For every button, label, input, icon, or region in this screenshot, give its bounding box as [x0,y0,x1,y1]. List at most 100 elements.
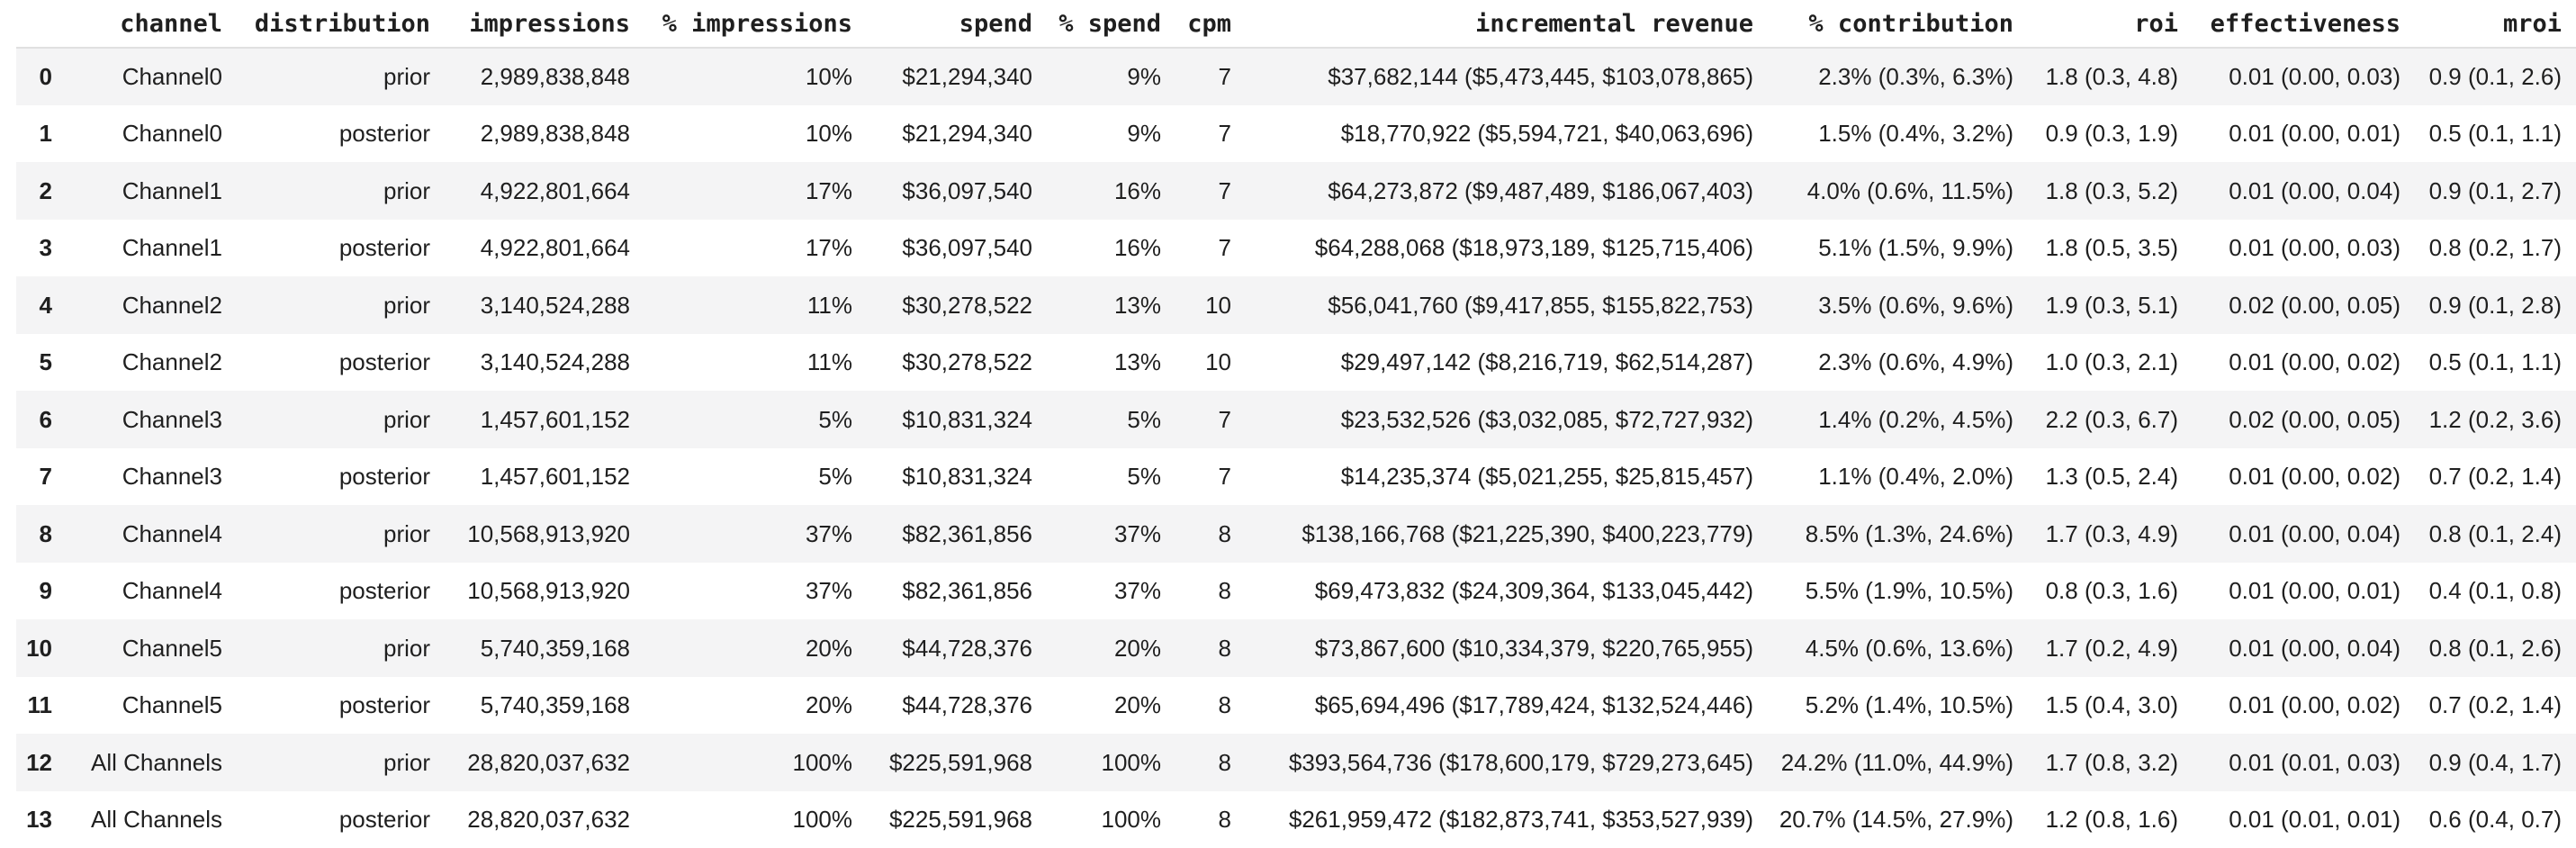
column-header-incremental-revenue: incremental revenue [1231,0,1753,49]
table-cell: 20.7% (14.5%, 27.9%) [1779,806,2013,834]
column-header-distribution: distribution [222,0,430,49]
column-header-impressions: impressions [430,0,630,49]
table-cell: $10,831,324 [902,463,1032,491]
table-cell: $36,097,540 [902,176,1032,204]
table-row: 0 Channel0 prior 2,989,838,848 10% $21,294,34… [16,48,2576,105]
table-row: 13 All Channels posterior 28,820,037,632 100… [16,791,2576,848]
table-cell: 0.8 (0.1, 2.6) [2428,634,2562,662]
row-index: 1 [39,120,52,148]
table-cell: 4.0% (0.6%, 11.5%) [1806,176,2013,204]
table-cell: $64,273,872 ($9,487,489, $186,067,403) [1328,176,1753,204]
table-cell: 17% [805,176,852,204]
table-cell: 1.0 (0.3, 2.1) [2045,348,2178,376]
table-cell: 1.9 (0.3, 5.1) [2045,291,2178,319]
table-cell: 0.01 (0.00, 0.04) [2229,176,2400,204]
table-cell: Channel5 [122,691,222,719]
table-cell: 1.8 (0.5, 3.5) [2045,234,2178,262]
table-cell: 5% [1127,405,1161,433]
table-cell: Channel3 [122,405,222,433]
table-row: 10 Channel5 prior 5,740,359,168 20% $44,728,3… [16,619,2576,677]
table-cell: 0.6 (0.4, 0.7) [2428,806,2562,834]
table-row: 2 Channel1 prior 4,922,801,664 17% $36,097,54… [16,162,2576,220]
table-cell: 9% [1127,120,1161,148]
table-cell: 1.5 (0.4, 3.0) [2045,691,2178,719]
table-cell: $69,473,832 ($24,309,364, $133,045,442) [1314,577,1753,605]
table-cell: 37% [805,519,852,547]
column-header-index [16,0,59,49]
table-cell: Channel0 [122,63,222,91]
table-cell: 0.9 (0.1, 2.8) [2428,291,2562,319]
table-cell: Channel2 [122,348,222,376]
table-cell: 5% [818,463,852,491]
table-cell: All Channels [91,806,222,834]
table-cell: $18,770,922 ($5,594,721, $40,063,696) [1340,120,1753,148]
table-cell: All Channels [91,748,222,776]
table-cell: 20% [805,691,852,719]
row-index: 9 [39,577,52,605]
table-row: 1 Channel0 posterior 2,989,838,848 10% $21,29… [16,105,2576,163]
table-cell: posterior [338,691,430,719]
table-cell: $21,294,340 [902,120,1032,148]
table-cell: $56,041,760 ($9,417,855, $155,822,753) [1328,291,1753,319]
table-row: 11 Channel5 posterior 5,740,359,168 20% $44,7… [16,677,2576,735]
table-cell: 0.01 (0.00, 0.01) [2229,577,2400,605]
table-cell: 24.2% (11.0%, 44.9%) [1780,748,2013,776]
table-cell: $29,497,142 ($8,216,719, $62,514,287) [1340,348,1753,376]
table-cell: 8 [1218,577,1231,605]
table-cell: 0.9 (0.1, 2.6) [2428,63,2562,91]
table-cell: posterior [338,348,430,376]
table-row: 7 Channel3 posterior 1,457,601,152 5% $10,831… [16,448,2576,506]
table-cell: 5.5% (1.9%, 10.5%) [1805,577,2013,605]
row-index: 13 [26,806,52,834]
table-cell: $138,166,768 ($21,225,390, $400,223,779) [1302,519,1753,547]
table-cell: 8 [1218,806,1231,834]
row-index: 2 [39,176,52,204]
column-header-pct-impressions: % impressions [630,0,852,49]
table-cell: 1.1% (0.4%, 2.0%) [1818,463,2013,491]
table-cell: 5.1% (1.5%, 9.9%) [1818,234,2013,262]
table-cell: 11% [806,291,852,319]
table-row: 9 Channel4 posterior 10,568,913,920 37% $82,3… [16,563,2576,620]
table-cell: 7 [1218,234,1231,262]
table-cell: 20% [1113,634,1161,662]
table-cell: Channel4 [122,577,222,605]
table-cell: 11% [806,348,852,376]
table-cell: posterior [338,806,430,834]
table-cell: 1.3 (0.5, 2.4) [2045,463,2178,491]
table-cell: 7 [1218,63,1231,91]
table-cell: $21,294,340 [902,63,1032,91]
table-cell: 8.5% (1.3%, 24.6%) [1805,519,2013,547]
table-cell: posterior [338,120,430,148]
table-cell: 100% [792,748,853,776]
table-header: channel distribution impressions % impre… [16,0,2576,49]
header-row: channel distribution impressions % impre… [16,0,2576,49]
column-header-spend: spend [852,0,1032,49]
table-cell: 10,568,913,920 [467,519,630,547]
table-cell: $393,564,736 ($178,600,179, $729,273,645… [1288,748,1753,776]
table-cell: Channel4 [122,519,222,547]
table-cell: prior [383,634,430,662]
table-cell: 3.5% (0.6%, 9.6%) [1818,291,2013,319]
table-cell: 10% [805,120,852,148]
table-cell: $44,728,376 [902,634,1032,662]
table-cell: 4.5% (0.6%, 13.6%) [1805,634,2013,662]
table-cell: 5% [818,405,852,433]
table-cell: 2.3% (0.3%, 6.3%) [1818,63,2013,91]
table-row: 3 Channel1 posterior 4,922,801,664 17% $36,09… [16,220,2576,277]
column-header-effectiveness: effectiveness [2178,0,2400,49]
table-cell: 2.3% (0.6%, 4.9%) [1818,348,2013,376]
table-cell: 2,989,838,848 [480,120,630,148]
table-cell: 0.7 (0.2, 1.4) [2428,691,2562,719]
table-cell: 5% [1127,463,1161,491]
row-index: 12 [26,748,52,776]
table-cell: 20% [1113,691,1161,719]
table-cell: 100% [792,806,853,834]
table-cell: 4,922,801,664 [480,234,630,262]
row-index: 4 [39,291,52,319]
column-header-roi: roi [2013,0,2178,49]
table-cell: posterior [338,234,430,262]
table-cell: 37% [1113,577,1161,605]
table-cell: 5,740,359,168 [480,634,630,662]
table-cell: prior [383,176,430,204]
table-cell: 0.01 (0.00, 0.02) [2229,691,2400,719]
